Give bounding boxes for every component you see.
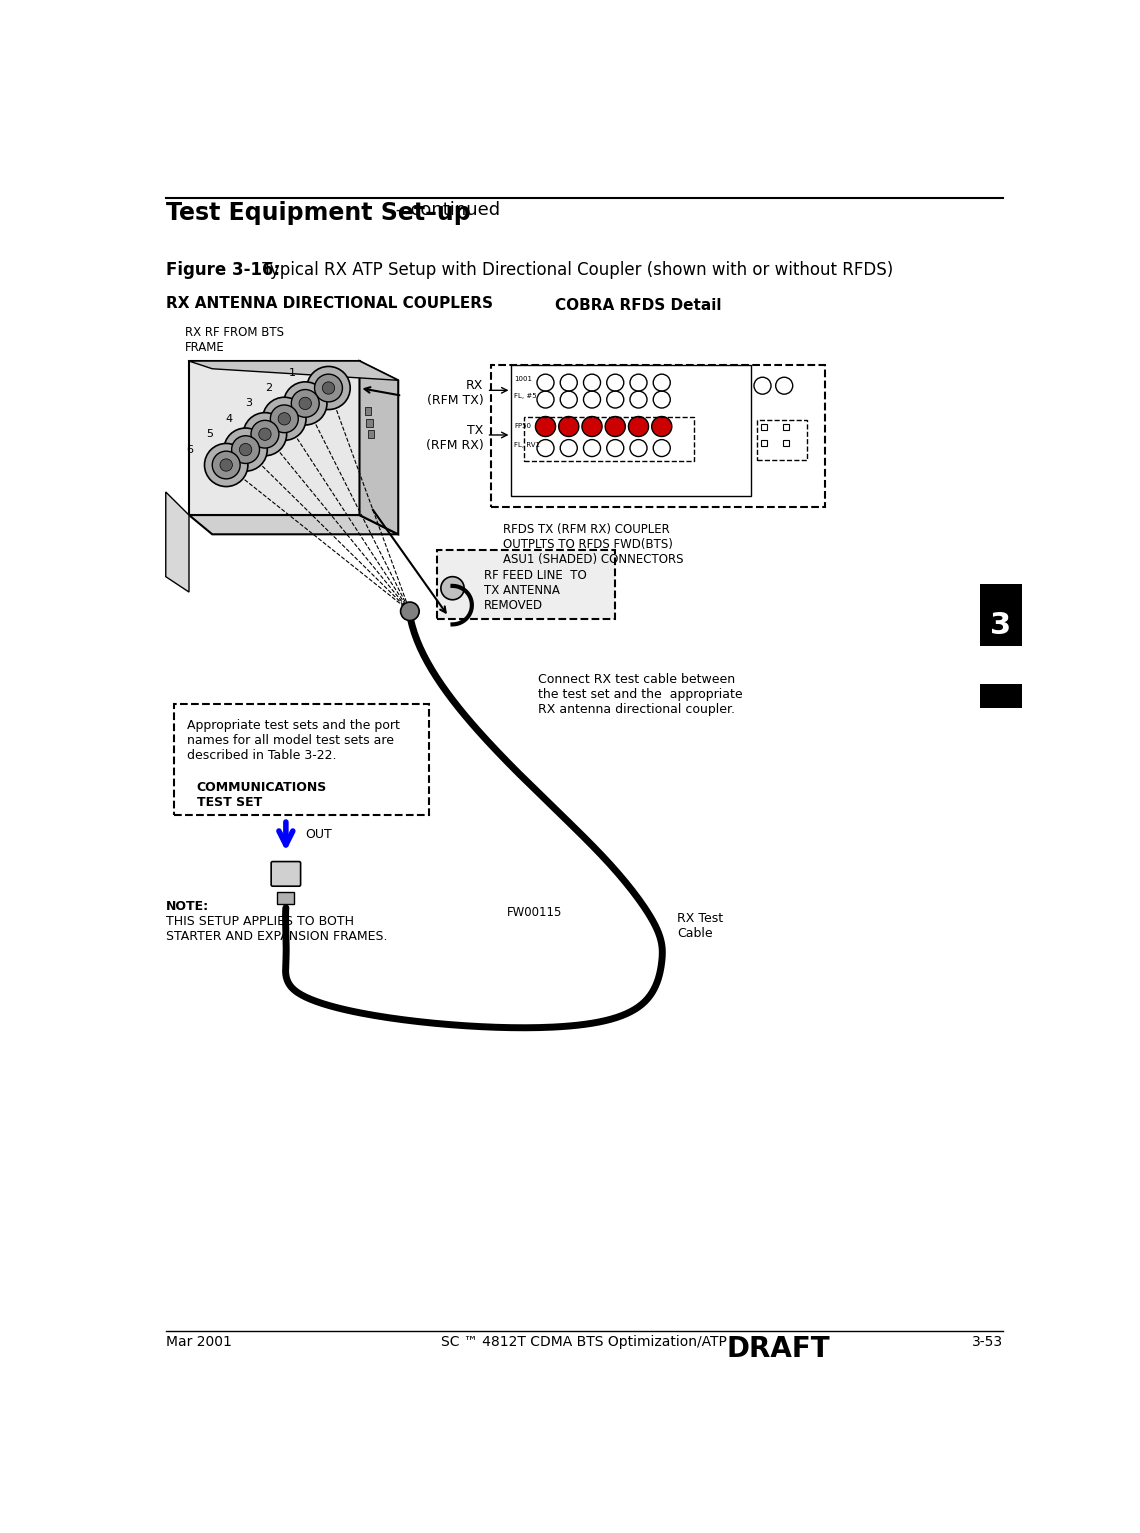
Polygon shape [359, 362, 398, 535]
Circle shape [536, 417, 555, 437]
Text: TX
(RFM RX): TX (RFM RX) [425, 425, 483, 452]
Text: Connect RX test cable between
the test set and the  appropriate
RX antenna direc: Connect RX test cable between the test s… [538, 673, 742, 716]
FancyBboxPatch shape [979, 684, 1023, 708]
Text: Typical RX ATP Setup with Directional Coupler (shown with or without RFDS): Typical RX ATP Setup with Directional Co… [258, 261, 894, 279]
FancyBboxPatch shape [277, 892, 294, 904]
Circle shape [231, 435, 260, 463]
Text: RX ANTENNA DIRECTIONAL COUPLERS: RX ANTENNA DIRECTIONAL COUPLERS [165, 296, 492, 311]
Text: 1: 1 [288, 368, 296, 377]
Bar [783, 425, 789, 431]
Bar [366, 419, 373, 426]
Bar [368, 431, 374, 438]
Text: 2: 2 [266, 383, 272, 392]
FancyBboxPatch shape [437, 550, 616, 619]
Circle shape [259, 428, 271, 440]
Text: SC ™ 4812T CDMA BTS Optimization/ATP: SC ™ 4812T CDMA BTS Optimization/ATP [441, 1335, 727, 1349]
Circle shape [441, 576, 464, 599]
Text: – continued: – continued [391, 201, 500, 219]
Circle shape [251, 420, 279, 448]
Text: RFDS TX (RFM RX) COUPLER
OUTPLTS TO RFDS FWD(BTS)
ASU1 (SHADED) CONNECTORS: RFDS TX (RFM RX) COUPLER OUTPLTS TO RFDS… [503, 523, 683, 566]
Text: Mar 2001: Mar 2001 [165, 1335, 231, 1349]
Text: NOTE:: NOTE: [165, 900, 209, 914]
Circle shape [239, 443, 252, 455]
Bar [762, 425, 767, 431]
Text: 3-53: 3-53 [971, 1335, 1003, 1349]
Text: COBRA RFDS Detail: COBRA RFDS Detail [555, 297, 722, 313]
Text: FW00115: FW00115 [507, 906, 562, 920]
Circle shape [243, 412, 286, 455]
Circle shape [559, 417, 579, 437]
FancyBboxPatch shape [271, 862, 301, 886]
Circle shape [292, 389, 319, 417]
Bar [783, 440, 789, 446]
Circle shape [581, 417, 602, 437]
Circle shape [400, 602, 420, 621]
FancyBboxPatch shape [511, 365, 751, 495]
Circle shape [204, 443, 247, 486]
Text: COMMUNICATIONS
TEST SET: COMMUNICATIONS TEST SET [197, 780, 327, 809]
Polygon shape [165, 492, 189, 592]
Circle shape [652, 417, 671, 437]
Text: RX Test
Cable: RX Test Cable [677, 912, 724, 940]
Text: 1001: 1001 [514, 377, 532, 382]
Text: FP50: FP50 [514, 423, 531, 429]
Circle shape [315, 374, 342, 402]
Text: OUT: OUT [306, 828, 332, 842]
Circle shape [223, 428, 267, 471]
Bar [365, 408, 372, 415]
Circle shape [323, 382, 335, 394]
FancyBboxPatch shape [979, 584, 1023, 645]
Text: 6: 6 [187, 445, 194, 455]
Text: DRAFT: DRAFT [726, 1335, 830, 1363]
Polygon shape [189, 362, 398, 380]
Circle shape [262, 397, 306, 440]
Circle shape [307, 366, 350, 409]
Circle shape [278, 412, 291, 425]
Circle shape [284, 382, 327, 425]
Text: 4: 4 [226, 414, 233, 423]
Text: RX RF FROM BTS
FRAME: RX RF FROM BTS FRAME [185, 327, 284, 354]
Text: Appropriate test sets and the port
names for all model test sets are
described i: Appropriate test sets and the port names… [187, 719, 400, 762]
Text: 5: 5 [206, 429, 213, 440]
Circle shape [299, 397, 311, 409]
Bar [762, 440, 767, 446]
Circle shape [212, 451, 241, 478]
FancyBboxPatch shape [491, 365, 824, 507]
Text: FL, #5: FL, #5 [514, 394, 537, 400]
Polygon shape [189, 515, 398, 535]
Text: Test Equipment Set–up: Test Equipment Set–up [165, 201, 471, 225]
Text: Figure 3-16:: Figure 3-16: [165, 261, 280, 279]
Text: 3: 3 [990, 612, 1011, 641]
Text: THIS SETUP APPLIES TO BOTH
STARTER AND EXPANSION FRAMES.: THIS SETUP APPLIES TO BOTH STARTER AND E… [165, 900, 388, 943]
Polygon shape [189, 362, 359, 515]
Text: 3: 3 [245, 399, 252, 408]
Text: FL, RV1: FL, RV1 [514, 442, 540, 448]
Circle shape [270, 405, 299, 432]
FancyBboxPatch shape [173, 704, 430, 816]
Circle shape [628, 417, 649, 437]
Circle shape [220, 458, 233, 471]
Circle shape [605, 417, 626, 437]
Text: RX
(RFM TX): RX (RFM TX) [426, 379, 483, 408]
Text: RF FEED LINE  TO
TX ANTENNA
REMOVED: RF FEED LINE TO TX ANTENNA REMOVED [483, 569, 586, 612]
